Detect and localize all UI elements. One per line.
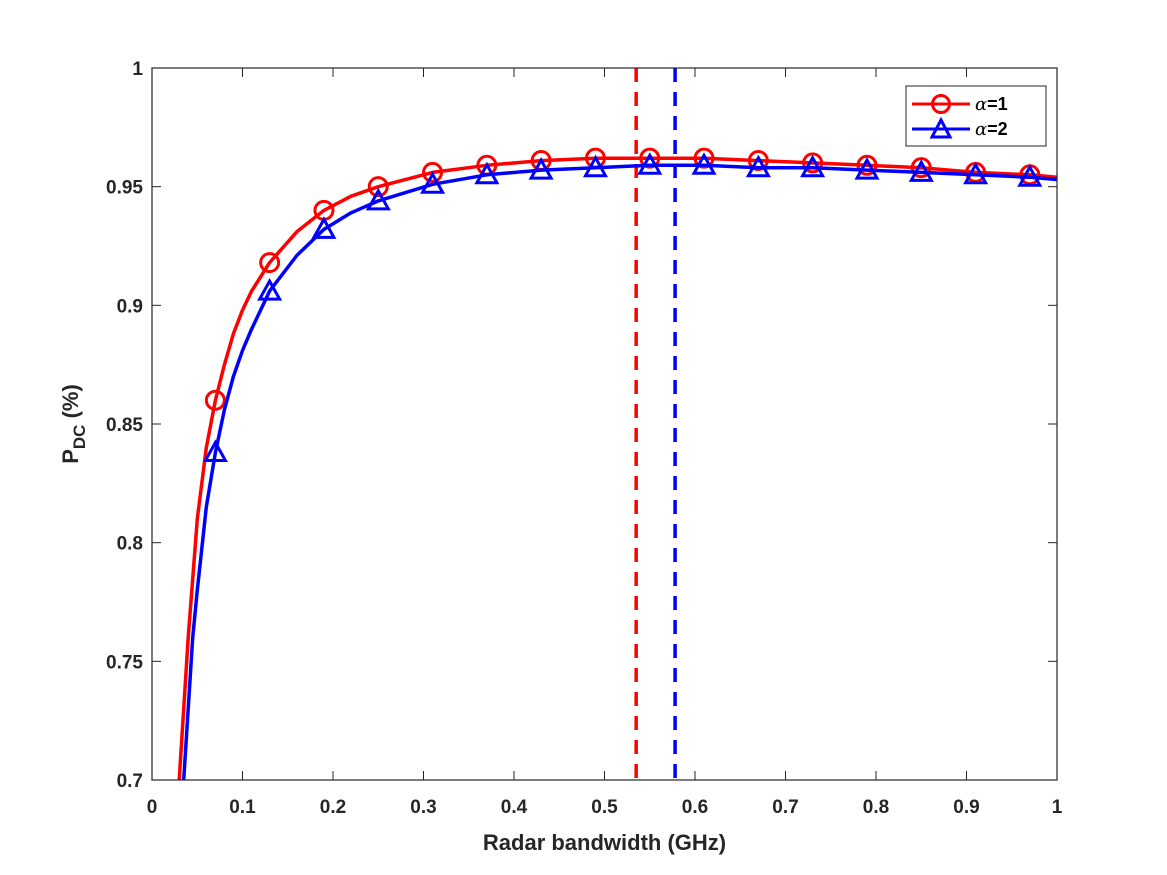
x-tick-label: 0.1 — [229, 797, 256, 818]
series-2-line — [181, 163, 1057, 780]
x-tick-label: 0.6 — [682, 797, 708, 818]
y-tick-label: 0.95 — [106, 178, 143, 199]
series-2-point — [420, 171, 446, 194]
x-tick-label: 1 — [1052, 797, 1063, 818]
series-1-point — [693, 147, 715, 169]
series-1-point — [422, 161, 444, 183]
series-2-point — [311, 216, 337, 239]
series-2-point — [637, 152, 663, 175]
x-tick-label: 0.2 — [320, 797, 346, 818]
legend-triangle-marker-icon — [929, 116, 953, 139]
y-axis-title: PDC (%) — [58, 384, 89, 464]
x-tick-label: 0.3 — [410, 797, 436, 818]
x-tick-label: 0.7 — [772, 797, 798, 818]
series-2-point — [854, 157, 880, 180]
series-1-point — [747, 150, 769, 172]
legend-entry-1: α=1 — [912, 94, 1008, 115]
x-tick-label: 0.9 — [953, 797, 979, 818]
plot-area — [152, 68, 1057, 780]
legend-circle-marker-icon — [931, 94, 951, 114]
x-tick-label: 0.4 — [501, 797, 528, 818]
legend: α=1 α=2 — [905, 85, 1047, 147]
legend-box — [905, 85, 1047, 147]
y-tick-label: 0.7 — [117, 771, 143, 792]
data-layer — [177, 68, 1057, 780]
series-1-point — [639, 147, 661, 169]
legend-label-2-symbol: α — [975, 119, 987, 140]
legend-label-1: α=1 — [975, 94, 1008, 115]
legend-entry-2: α=2 — [912, 116, 1008, 140]
series-2-point — [257, 278, 283, 301]
series-2-point — [800, 154, 826, 178]
y-tick-label: 0.75 — [106, 652, 143, 673]
x-tick-label: 0 — [147, 797, 158, 818]
series-1-point — [204, 389, 226, 411]
series-2-point — [963, 161, 989, 185]
series-2-point — [202, 439, 228, 462]
series-1-point — [259, 252, 281, 274]
y-axis-title-sub: DC — [70, 425, 89, 450]
y-tick-label: 1 — [132, 59, 143, 80]
y-tick-label: 0.8 — [117, 534, 143, 555]
series-1-line — [177, 156, 1057, 780]
legend-label-2-value: =2 — [987, 119, 1008, 139]
series-1-point — [802, 152, 824, 174]
x-tick-label: 0.5 — [591, 797, 618, 818]
series-2-point — [908, 159, 934, 182]
x-tick-label: 0.8 — [863, 797, 889, 818]
series-2-point — [365, 187, 391, 211]
series-2-point — [691, 152, 717, 175]
y-axis-title-main: P — [58, 449, 83, 464]
y-tick-label: 0.9 — [117, 296, 143, 317]
plot-frame — [151, 67, 1058, 781]
series-2-point — [582, 154, 609, 178]
series-2-point — [745, 154, 771, 178]
series-2-point — [1017, 164, 1043, 187]
series-1-point — [367, 176, 389, 198]
series-1-point — [856, 154, 878, 176]
tick-labels: 0 0.1 0.2 0.3 0.4 0.5 0.6 0.7 0.8 0.9 1 0.7 0.75 0.8 0… — [106, 59, 1063, 818]
x-axis-title: Radar bandwidth (GHz) — [483, 830, 726, 855]
legend-label-1-value: =1 — [987, 94, 1008, 114]
legend-label-1-symbol: α — [975, 94, 987, 115]
series-1-point — [910, 157, 932, 179]
y-axis-title-suffix: (%) — [58, 384, 83, 424]
series-2-point — [474, 161, 500, 185]
y-tick-label: 0.85 — [106, 415, 143, 436]
legend-label-2: α=2 — [975, 119, 1008, 140]
series-2-point — [528, 157, 554, 180]
